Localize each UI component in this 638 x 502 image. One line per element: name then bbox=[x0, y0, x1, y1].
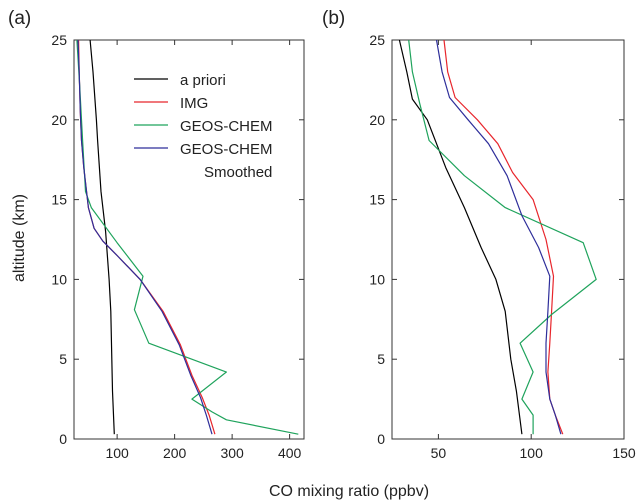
y-axis-title: altitude (km) bbox=[11, 194, 28, 282]
y-tick-label-a-25: 25 bbox=[51, 32, 67, 48]
y-tick-label-b-0: 0 bbox=[377, 431, 385, 447]
series-line-geos-chem-smoothed-b bbox=[435, 39, 562, 435]
y-tick-label-a-10: 10 bbox=[51, 271, 67, 287]
panel-a: (a) 100 200 300 400 0 5 10 15 20 25 bbox=[8, 8, 305, 461]
series-line-geos-chem-b bbox=[408, 39, 597, 435]
y-tick-label-b-15: 15 bbox=[369, 192, 385, 208]
x-tick-label-a-400: 400 bbox=[278, 445, 302, 461]
series-line-a-priori-b bbox=[398, 39, 523, 435]
x-axis-title: CO mixing ratio (ppbv) bbox=[269, 483, 429, 500]
x-tick-label-b-50: 50 bbox=[431, 445, 447, 461]
legend-label-geos-chem: GEOS-CHEM bbox=[180, 118, 273, 135]
y-tick-label-a-15: 15 bbox=[51, 192, 67, 208]
legend-label-smoothed: Smoothed bbox=[204, 164, 272, 181]
series-line-a-priori-a bbox=[89, 39, 115, 435]
plot-frame-b bbox=[391, 39, 625, 440]
series-lines-b bbox=[398, 39, 597, 435]
x-tick-label-b-100: 100 bbox=[520, 445, 544, 461]
series-line-img-b bbox=[443, 39, 564, 435]
plot-frame-a bbox=[73, 39, 305, 440]
y-tick-label-a-0: 0 bbox=[59, 431, 67, 447]
y-tick-label-a-5: 5 bbox=[59, 351, 67, 367]
y-tick-label-b-25: 25 bbox=[369, 32, 385, 48]
x-tick-label-a-200: 200 bbox=[163, 445, 187, 461]
panel-label-b: (b) bbox=[322, 8, 345, 29]
legend-label-geos-chem-smoothed: GEOS-CHEM bbox=[180, 141, 273, 158]
series-line-geos-chem-smoothed-a bbox=[77, 39, 213, 435]
legend-label-a-priori: a priori bbox=[180, 72, 226, 89]
legend-label-img: IMG bbox=[180, 95, 208, 112]
y-tick-label-b-20: 20 bbox=[369, 112, 385, 128]
x-tick-label-a-100: 100 bbox=[105, 445, 129, 461]
y-tick-label-b-10: 10 bbox=[369, 271, 385, 287]
panel-label-a: (a) bbox=[8, 8, 31, 29]
ticks-b: 50 100 150 0 5 10 15 20 25 bbox=[369, 32, 635, 461]
legend: a priori IMG GEOS-CHEM GEOS-CHEM Smoothe… bbox=[134, 72, 273, 181]
x-tick-label-a-300: 300 bbox=[220, 445, 244, 461]
ticks-a: 100 200 300 400 0 5 10 15 20 25 bbox=[51, 32, 304, 461]
series-lines-a bbox=[76, 39, 299, 435]
panel-b: (b) 50 100 150 0 5 10 15 20 25 bbox=[322, 8, 636, 461]
series-line-geos-chem-a bbox=[76, 39, 299, 435]
y-tick-label-a-20: 20 bbox=[51, 112, 67, 128]
x-tick-label-b-150: 150 bbox=[612, 445, 636, 461]
y-tick-label-b-5: 5 bbox=[377, 351, 385, 367]
